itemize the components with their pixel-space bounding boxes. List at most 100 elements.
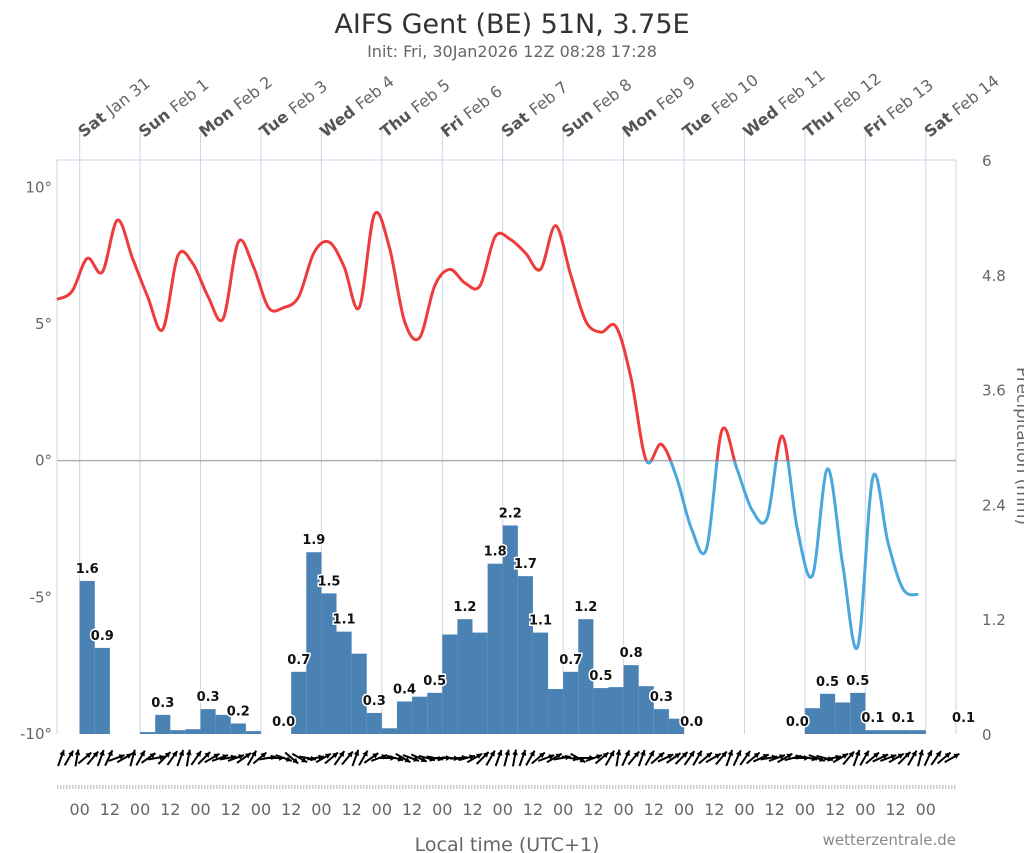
- wind-arrow-head: [469, 754, 475, 760]
- wind-strip-tick: [510, 785, 512, 789]
- wind-strip-tick: [534, 785, 536, 789]
- wind-strip-tick: [360, 785, 362, 789]
- wind-arrow: [944, 752, 960, 764]
- credit-label[interactable]: wetterzentrale.de: [823, 831, 956, 849]
- wind-arrow: [86, 750, 100, 766]
- wind-strip-tick: [696, 785, 698, 789]
- wind-strip-tick: [69, 785, 71, 789]
- wind-strip-tick: [285, 785, 287, 789]
- wind-strip-tick: [111, 785, 113, 789]
- wind-strip-tick: [171, 785, 173, 789]
- wind-strip-tick: [348, 785, 350, 789]
- precipitation-data-label: 0.7: [287, 653, 310, 668]
- wind-strip-tick: [363, 785, 365, 789]
- wind-arrow-head: [512, 749, 518, 756]
- precipitation-bar: [623, 665, 639, 734]
- wind-strip-tick: [798, 785, 800, 789]
- precipitation-bar: [865, 730, 881, 734]
- wind-arrow-head: [125, 753, 132, 759]
- wind-strip-tick: [864, 785, 866, 789]
- precipitation-data-label: 0.3: [151, 696, 174, 711]
- wind-strip-tick: [729, 785, 731, 789]
- day-label-date: Feb 2: [230, 72, 276, 114]
- wind-strip-tick: [489, 785, 491, 789]
- wind-arrow: [324, 751, 339, 765]
- wind-arrow: [923, 749, 933, 767]
- wind-strip-tick: [294, 785, 296, 789]
- wind-strip-tick: [783, 785, 785, 789]
- bottom-axis-tick-label: 12: [221, 800, 241, 819]
- wind-arrow-head: [706, 752, 712, 759]
- wind-strip-tick: [117, 785, 119, 789]
- precipitation-bar: [94, 647, 110, 734]
- wind-arrow-head: [171, 751, 178, 758]
- wind-strip-tick: [324, 785, 326, 789]
- wind-arrow: [604, 750, 616, 766]
- wind-arrow-head: [735, 750, 742, 757]
- wind-arrow: [466, 752, 483, 764]
- day-label-date: Feb 12: [831, 69, 885, 117]
- wind-strip-tick: [303, 785, 305, 789]
- wind-arrow-head: [555, 753, 562, 759]
- wind-strip-tick: [642, 785, 644, 789]
- wind-strip-tick: [453, 785, 455, 789]
- wind-strip-tick: [537, 785, 539, 789]
- wind-arrow: [745, 751, 761, 765]
- wind-arrow-head: [696, 750, 702, 757]
- wind-strip-tick: [522, 785, 524, 789]
- precipitation-data-label: 1.7: [514, 557, 537, 572]
- wind-arrow: [291, 752, 308, 764]
- wind-strip-tick: [804, 785, 806, 789]
- wind-strip-tick: [954, 785, 956, 789]
- wind-strip-tick: [558, 785, 560, 789]
- wind-strip-tick: [858, 785, 860, 789]
- wind-arrow: [872, 753, 889, 763]
- wind-strip-tick: [660, 785, 662, 789]
- wind-arrow-head: [835, 754, 842, 761]
- precipitation-bar: [442, 634, 458, 734]
- wind-arrow-head: [667, 754, 674, 760]
- wind-strip-tick: [96, 785, 98, 789]
- wind-strip-tick: [597, 785, 599, 789]
- bottom-axis-tick-label: 12: [462, 800, 482, 819]
- wind-strip-tick: [447, 785, 449, 789]
- precipitation-bar: [638, 686, 654, 734]
- wind-strip-tick: [225, 785, 227, 789]
- precipitation-bar: [563, 671, 579, 734]
- wind-strip-tick: [354, 785, 356, 789]
- temperature-line: [56, 210, 919, 651]
- wind-strip-tick: [657, 785, 659, 789]
- wind-strip-tick: [672, 785, 674, 789]
- wind-strip-tick: [474, 785, 476, 789]
- wind-strip-tick: [882, 785, 884, 789]
- wind-strip-tick: [258, 785, 260, 789]
- wind-arrow-head: [185, 749, 192, 756]
- precipitation-data-labels: 1.6 0.9 0.3 0.3 0.2 0.0 0.7 1.9 1.5 1.1 0.3 0.4 0.5 1…: [74, 505, 976, 732]
- bottom-axis-tick-label: 12: [765, 800, 785, 819]
- wind-strip-tick: [498, 785, 500, 789]
- wind-arrow: [315, 752, 332, 764]
- wind-arrow-head: [130, 749, 137, 756]
- wind-strip-tick: [939, 785, 941, 789]
- wind-strip-tick: [840, 785, 842, 789]
- wind-strip-tick: [663, 785, 665, 789]
- precipitation-data-label: 0.7: [559, 653, 582, 668]
- wind-strip-tick: [819, 785, 821, 789]
- wind-strip-tick: [483, 785, 485, 789]
- wind-strip-tick: [228, 785, 230, 789]
- wind-arrow: [621, 749, 631, 767]
- wind-strip-tick: [735, 785, 737, 789]
- wind-arrow-head: [609, 750, 615, 757]
- wind-strip-tick: [813, 785, 815, 789]
- wind-strip-tick: [828, 785, 830, 789]
- right-axis-tick-label: 2.4: [982, 496, 1006, 514]
- wind-arrow: [698, 751, 713, 765]
- wind-arrow: [386, 754, 404, 762]
- right-axis-tick-label: 0: [982, 726, 992, 744]
- wind-arrow-head: [624, 750, 630, 757]
- wind-arrow: [475, 751, 490, 765]
- wind-strip-tick: [609, 785, 611, 789]
- wind-strip-tick: [501, 785, 503, 789]
- precipitation-bar: [155, 714, 171, 734]
- wind-arrow: [96, 749, 105, 767]
